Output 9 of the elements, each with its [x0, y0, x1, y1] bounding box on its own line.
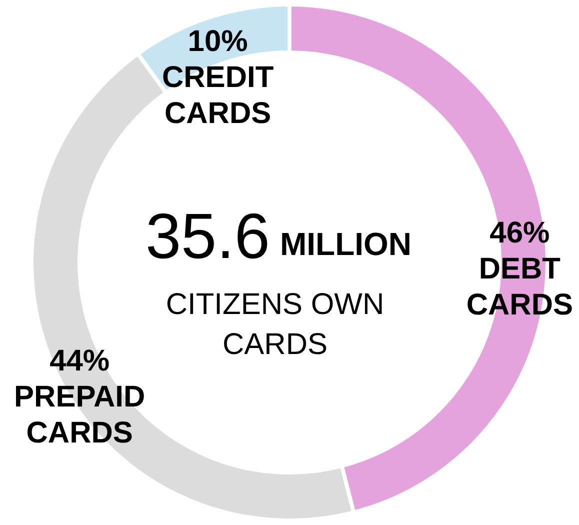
data-label: 10% — [188, 24, 248, 58]
text: MILLION — [280, 226, 412, 262]
data-label: 44% — [50, 344, 110, 378]
slice-label: CREDIT CARDS — [162, 60, 274, 130]
slice-label: DEBT CARDS — [466, 252, 574, 322]
data-label: 46% — [490, 216, 550, 250]
slice-label: PREPAID CARDS — [14, 380, 146, 450]
text: CITIZENS OWN CARDS — [166, 288, 384, 361]
text: 35.6 — [145, 200, 270, 272]
